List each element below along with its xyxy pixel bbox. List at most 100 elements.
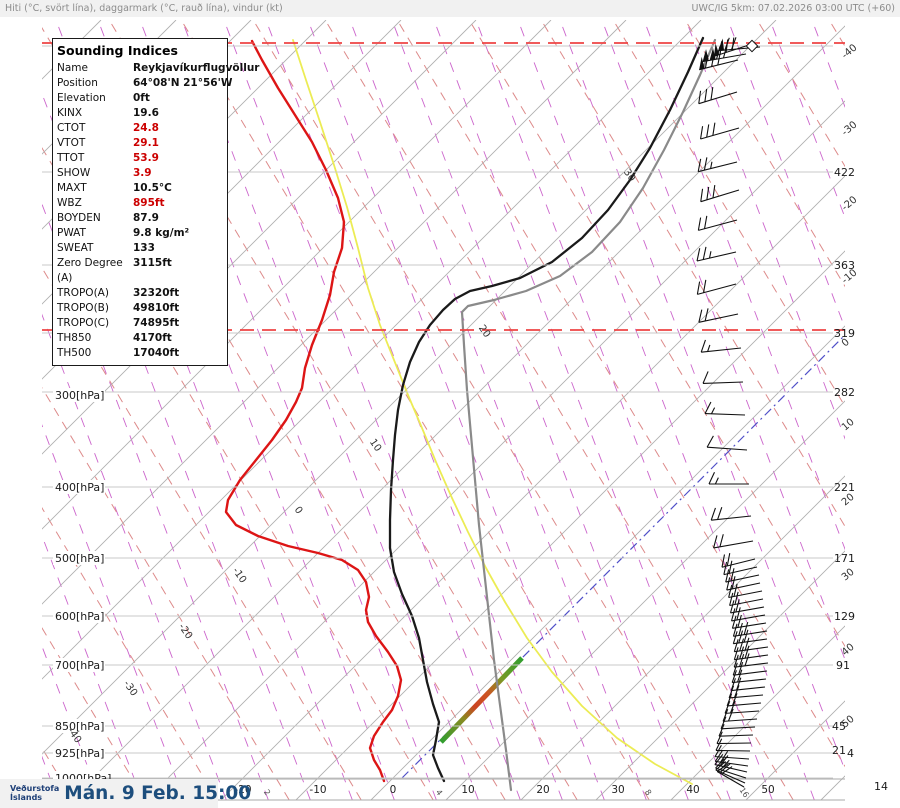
height-label: 4	[847, 747, 854, 760]
indices-title: Sounding Indices	[57, 43, 178, 58]
bottom-temp-label: -20	[234, 784, 251, 796]
index-label: TTOT	[57, 152, 85, 164]
index-label: Position	[57, 77, 98, 89]
indices-rows: Name Reykjavíkurflugvöllur Position 64°08'N…	[53, 61, 259, 361]
bottom-temp-label: 50	[761, 784, 774, 796]
height-label: 363	[834, 259, 855, 272]
right-temp-label: 40	[840, 642, 857, 659]
index-row-tropo-b-: TROPO(B) 49810ft	[53, 301, 227, 316]
height-label: 14	[874, 780, 888, 793]
wind-barbs	[696, 37, 769, 788]
height-label: 21	[832, 744, 846, 757]
right-temp-label: 0	[840, 337, 852, 350]
temperature-curve	[388, 36, 705, 783]
index-label: BOYDEN	[57, 212, 101, 224]
index-row-sweat: SWEAT 133	[53, 241, 227, 256]
bottom-temp-label: -10	[309, 784, 326, 796]
index-label: Elevation	[57, 92, 106, 104]
index-row-ctot: CTOT 24.8	[53, 121, 227, 136]
height-label: 171	[834, 552, 855, 565]
index-value: 0ft	[133, 92, 150, 104]
index-value: 24.8	[133, 122, 159, 134]
wetbulb-curve	[292, 39, 693, 785]
bottom-temp-label: 20	[536, 784, 549, 796]
index-value: 9.8 kg/m²	[133, 227, 190, 239]
pressure-axis-label: 925[hPa]	[55, 747, 104, 760]
index-row-wbz: WBZ 895ft	[53, 196, 227, 211]
legend-text: Hiti (°C, svört lína), daggarmark (°C, r…	[5, 3, 283, 14]
valid-time-label: Mán. 9 Feb. 15:00	[64, 783, 252, 804]
height-label: 221	[834, 481, 855, 494]
index-value: 4170ft	[133, 332, 172, 344]
index-label: TROPO(A)	[57, 287, 109, 299]
top-info-bar: Hiti (°C, svört lína), daggarmark (°C, r…	[0, 0, 900, 17]
index-value: 133	[133, 242, 155, 254]
index-row-th500: TH500 17040ft	[53, 346, 227, 361]
pressure-axis-label: 300[hPa]	[55, 389, 104, 402]
index-row-zero-degree-a-: Zero Degree (A) 3115ft	[53, 256, 227, 286]
index-row-vtot: VTOT 29.1	[53, 136, 227, 151]
index-label: PWAT	[57, 227, 86, 239]
adiabat-label: -30	[121, 679, 139, 699]
mixing-ratio-label: 4	[434, 788, 444, 797]
reference-curve	[460, 38, 717, 792]
index-label: CTOT	[57, 122, 86, 134]
axis-labels: 300[hPa] 400[hPa] 500[hPa] 600[hPa] 700[hPa]…	[53, 42, 888, 799]
index-label: SHOW	[57, 167, 91, 179]
index-label: TROPO(C)	[57, 317, 110, 329]
index-row-maxt: MAXT 10.5°C	[53, 181, 227, 196]
right-temp-label: 20	[840, 492, 857, 509]
index-row-show: SHOW 3.9	[53, 166, 227, 181]
index-value: 74895ft	[133, 317, 180, 329]
pressure-axis-label: 500[hPa]	[55, 552, 104, 565]
pressure-axis-label: 400[hPa]	[55, 481, 104, 494]
index-value: 32320ft	[133, 287, 180, 299]
index-value: 87.9	[133, 212, 159, 224]
org-name-line1: Veðurstofa	[10, 784, 60, 793]
station-marker	[745, 39, 759, 53]
index-value: 17040ft	[133, 347, 180, 359]
adiabat-label: 30	[621, 167, 637, 184]
index-value: 49810ft	[133, 302, 180, 314]
index-label: WBZ	[57, 197, 82, 209]
index-label: TH500	[57, 347, 92, 359]
index-row-position: Position 64°08'N 21°56'W	[53, 76, 232, 91]
index-value: 10.5°C	[133, 182, 172, 194]
index-label: TROPO(B)	[57, 302, 109, 314]
adiabat-label: -10	[230, 566, 248, 586]
index-value: Reykjavíkurflugvöllur	[133, 62, 260, 74]
index-row-name: Name Reykjavíkurflugvöllur	[53, 61, 259, 76]
height-label: 129	[834, 610, 855, 623]
index-row-elevation: Elevation 0ft	[53, 91, 227, 106]
index-label: TH850	[57, 332, 92, 344]
index-label: MAXT	[57, 182, 87, 194]
height-label: 422	[834, 166, 855, 179]
height-label: 282	[834, 386, 855, 399]
org-name: Veðurstofa Íslands	[10, 784, 60, 802]
gradient-segment	[439, 656, 524, 744]
index-value: 895ft	[133, 197, 165, 209]
index-value: 3115ft	[133, 257, 172, 269]
index-row-tropo-c-: TROPO(C) 74895ft	[53, 316, 227, 331]
pressure-axis-label: 600[hPa]	[55, 610, 104, 623]
pressure-axis-label: 850[hPa]	[55, 720, 104, 733]
index-row-boyden: BOYDEN 87.9	[53, 211, 227, 226]
grid-moist-adiabats	[42, 20, 845, 800]
right-temp-label: 10	[840, 417, 857, 434]
adiabat-label: 10	[367, 437, 383, 454]
index-value: 19.6	[133, 107, 159, 119]
bottom-status-bar: Veðurstofa Íslands Mán. 9 Feb. 15:00	[0, 779, 251, 808]
sounding-indices-panel: Sounding Indices Name Reykjavíkurflugvöll…	[52, 38, 259, 366]
bottom-temp-label: 40	[686, 784, 699, 796]
height-label: 91	[836, 659, 850, 672]
adiabat-label: 0	[292, 505, 305, 517]
org-name-line2: Íslands	[10, 792, 43, 802]
dewpoint-curve	[224, 39, 403, 783]
index-label: SWEAT	[57, 242, 94, 254]
index-label: Zero Degree (A)	[57, 257, 123, 284]
index-value: 29.1	[133, 137, 159, 149]
index-row-kinx: KINX 19.6	[53, 106, 227, 121]
index-value: 3.9	[133, 167, 152, 179]
index-row-ttot: TTOT 53.9	[53, 151, 227, 166]
